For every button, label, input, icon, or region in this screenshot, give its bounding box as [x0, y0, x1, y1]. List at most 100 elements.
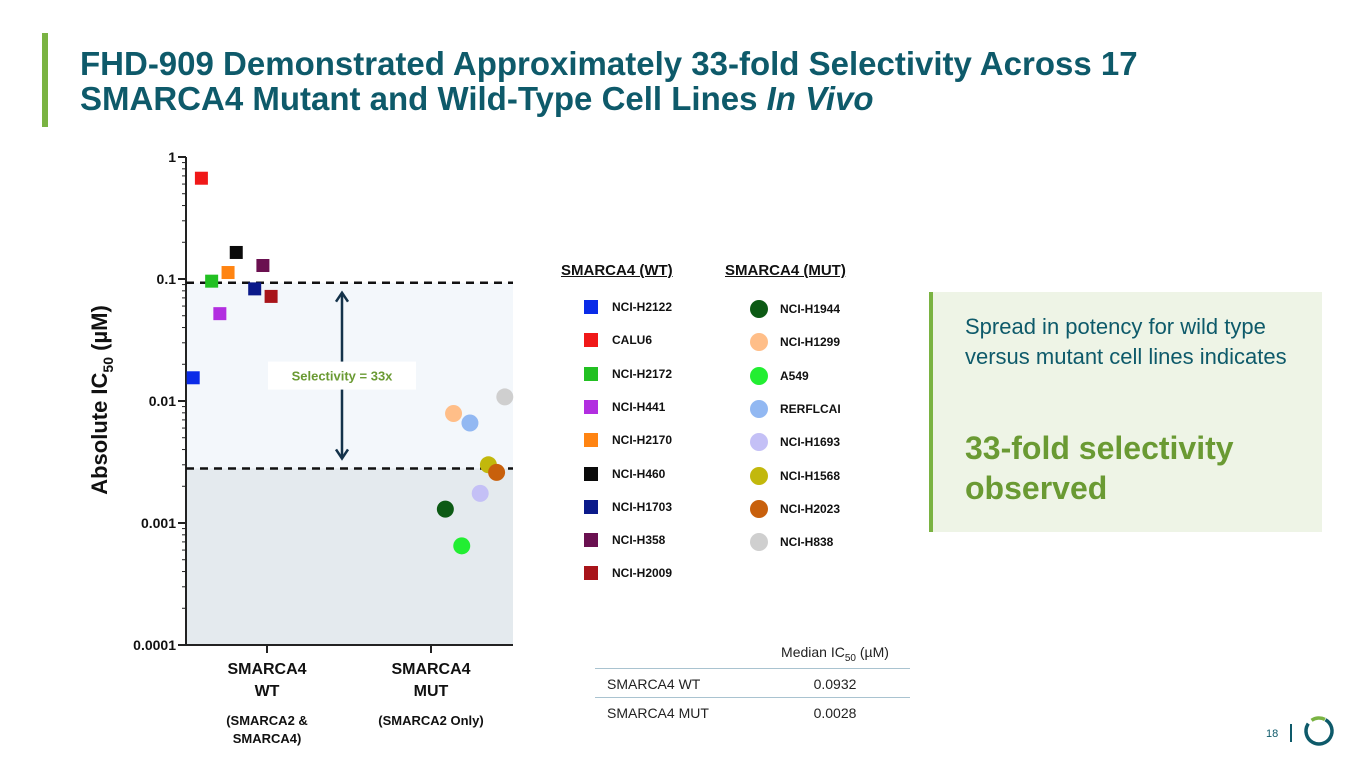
- legend-marker: [750, 366, 768, 385]
- x-tick-sublabel: SMARCA4): [233, 731, 302, 746]
- data-point-rerflcai: [461, 414, 479, 432]
- legend-item: NCI-H1568: [750, 466, 841, 485]
- legend-title-wt: SMARCA4 (WT): [561, 262, 673, 279]
- y-tick-label: 0.1: [157, 271, 177, 287]
- x-tick-sublabel: (SMARCA2 Only): [378, 713, 483, 728]
- x-tick-label: WT: [255, 683, 280, 700]
- legend-marker: [750, 466, 768, 485]
- callout-highlight: 33-fold selectivity observed: [965, 430, 1234, 506]
- median-header-text: Median IC: [781, 644, 845, 660]
- legend-marker: [584, 433, 598, 448]
- median-header-unit: (µM): [855, 644, 889, 660]
- data-point-nci-h1703: [248, 282, 262, 296]
- legend-item: NCI-H1703: [584, 499, 673, 514]
- legend-label: NCI-H358: [612, 533, 666, 548]
- legend-item: A549: [750, 366, 809, 385]
- legend-item: NCI-H1693: [750, 433, 841, 452]
- legend-marker: [750, 333, 768, 352]
- legend-item: NCI-H2170: [584, 433, 672, 448]
- legend-marker: [750, 433, 768, 452]
- legend-marker: [584, 499, 598, 514]
- table-row-label: SMARCA4 WT: [607, 676, 701, 692]
- selectivity-arrow-head-up: [334, 290, 350, 303]
- median-header-sub: 50: [844, 652, 856, 664]
- table-row: SMARCA4 MUT 0.0028: [595, 698, 910, 726]
- data-point-nci-h1944: [436, 500, 454, 518]
- legend-item: NCI-H838: [750, 533, 833, 552]
- callout-box: Spread in potency for wild type versus m…: [929, 292, 1322, 532]
- page-number: 18: [1266, 728, 1279, 740]
- data-point-nci-h2023: [488, 463, 506, 481]
- legend-label: NCI-H1568: [780, 468, 841, 483]
- x-tick-label: MUT: [414, 683, 449, 700]
- table-row-label: SMARCA4 MUT: [607, 705, 709, 721]
- legend-marker: [584, 566, 598, 581]
- table-row-value: 0.0932: [813, 676, 857, 692]
- legend-label: NCI-H1693: [780, 435, 841, 450]
- selectivity-arrow-head-down: [334, 448, 350, 461]
- callout-accent-bar: [929, 292, 933, 532]
- table-row: SMARCA4 WT 0.0932: [595, 669, 910, 698]
- legend-marker: [750, 300, 768, 318]
- legend-item: NCI-H2122: [584, 300, 672, 314]
- legend-item: NCI-H2023: [750, 499, 841, 518]
- legend-label: NCI-H460: [612, 466, 666, 481]
- callout-text: Spread in potency for wild type versus m…: [965, 314, 1287, 369]
- legend-marker: [584, 399, 598, 414]
- company-logo-icon: [1304, 716, 1334, 746]
- legend-label: A549: [780, 368, 809, 383]
- legend-item: NCI-H2172: [584, 366, 673, 381]
- legend-marker: [750, 499, 768, 518]
- data-point-nci-h838: [496, 388, 514, 406]
- data-point-nci-h2172: [205, 274, 219, 288]
- legend-item: NCI-H1944: [750, 300, 840, 318]
- title-accent-bar: [42, 33, 48, 127]
- data-point-calu6: [194, 171, 208, 185]
- legend-marker: [750, 399, 768, 418]
- y-tick-label: 0.0001: [133, 637, 176, 653]
- selectivity-label: Selectivity = 33x: [292, 369, 394, 384]
- median-table-header: Median IC50 (µM): [595, 640, 910, 669]
- legend-item: CALU6: [584, 333, 653, 348]
- x-tick-label: SMARCA4: [391, 661, 470, 678]
- legend-label: NCI-H1703: [612, 499, 673, 514]
- data-point-nci-h2122: [186, 371, 200, 385]
- y-tick-label: 0.001: [141, 515, 176, 531]
- median-table-header-label: Median IC50 (µM): [760, 644, 910, 664]
- lower-band: [186, 468, 513, 645]
- legend-item: NCI-H441: [584, 399, 666, 414]
- legend-label: RERFLCAI: [780, 401, 841, 416]
- legend-marker: [584, 300, 598, 314]
- legend-marker: [584, 333, 598, 348]
- legend-label: NCI-H2172: [612, 366, 673, 381]
- legend-label: CALU6: [612, 333, 653, 348]
- selectivity-label-bg: [268, 361, 416, 390]
- title-line-1: FHD-909 Demonstrated Approximately 33-fo…: [80, 45, 1138, 82]
- legend-item: NCI-H358: [584, 533, 666, 548]
- data-point-nci-h460: [229, 245, 243, 259]
- legend-label: NCI-H441: [612, 399, 666, 414]
- title-line-2-italic: In Vivo: [766, 80, 874, 117]
- legend-item: RERFLCAI: [750, 399, 841, 418]
- title-line-2: SMARCA4 Mutant and Wild-Type Cell Lines: [80, 80, 767, 117]
- legend-label: NCI-H2023: [780, 501, 841, 516]
- legend-marker: [584, 366, 598, 381]
- legend-marker: [584, 466, 598, 481]
- data-point-nci-h441: [213, 307, 227, 321]
- x-tick-label: SMARCA4: [227, 661, 306, 678]
- x-tick-sublabel: (SMARCA2 &: [226, 713, 308, 728]
- legend-label: NCI-H1944: [780, 302, 841, 316]
- data-point-nci-h1693: [471, 484, 489, 502]
- data-point-a549: [453, 537, 471, 555]
- legend-title-mut: SMARCA4 (MUT): [725, 262, 846, 279]
- data-point-nci-h358: [256, 259, 270, 273]
- page-number-separator: [1290, 724, 1292, 742]
- legend-marker: [750, 533, 768, 552]
- table-row-value: 0.0028: [813, 705, 857, 721]
- page-title: FHD-909 Demonstrated Approximately 33-fo…: [80, 46, 1280, 116]
- legend-label: NCI-H1299: [780, 335, 841, 350]
- median-ic50-table: Median IC50 (µM) SMARCA4 WT 0.0932 SMARC…: [595, 640, 910, 726]
- data-point-nci-h1299: [445, 404, 463, 422]
- y-tick-label: 0.01: [149, 393, 176, 409]
